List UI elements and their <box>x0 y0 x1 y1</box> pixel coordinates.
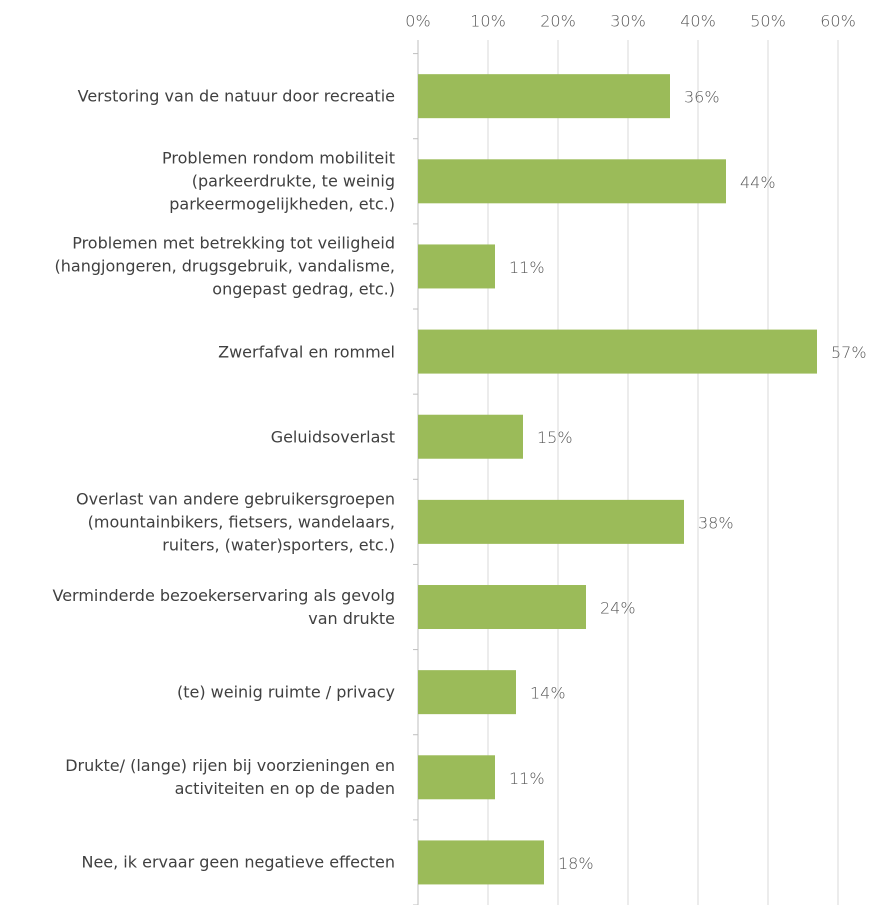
x-tick-label: 10% <box>470 12 506 31</box>
x-tick-label: 30% <box>610 12 646 31</box>
x-tick-label: 60% <box>820 12 856 31</box>
x-tick-label: 20% <box>540 12 576 31</box>
bar <box>418 670 516 715</box>
category-label: Geluidsoverlast <box>270 427 395 447</box>
x-tick-label: 40% <box>680 12 716 31</box>
bar <box>418 244 495 289</box>
value-label: 11% <box>509 769 545 788</box>
category-label: Verstoring van de natuur door recreatie <box>77 86 395 106</box>
bar <box>418 585 586 630</box>
category-label: Verminderde bezoekerservaring als gevolg… <box>52 586 395 628</box>
x-tick-label: 50% <box>750 12 786 31</box>
bar <box>418 74 670 119</box>
value-label: 44% <box>740 173 776 192</box>
value-label: 38% <box>698 513 734 532</box>
bar <box>418 414 523 459</box>
bar <box>418 499 684 544</box>
value-label: 36% <box>684 88 720 107</box>
category-label: Drukte/ (lange) rijen bij voorzieningen … <box>65 756 395 799</box>
value-label: 24% <box>600 599 636 618</box>
category-label: (te) weinig ruimte / privacy <box>176 682 395 702</box>
category-label: Nee, ik ervaar geen negatieve effecten <box>81 852 395 872</box>
category-label: Zwerfafval en rommel <box>218 342 395 362</box>
value-label: 11% <box>509 258 545 277</box>
category-label: Problemen met betrekking tot veiligheid … <box>54 233 395 299</box>
category-label: Overlast van andere gebruikersgroepen (m… <box>76 489 395 555</box>
bar <box>418 329 817 374</box>
bar <box>418 755 495 800</box>
bar <box>418 840 544 885</box>
value-label: 15% <box>537 428 573 447</box>
value-label: 14% <box>530 684 566 703</box>
value-label: 18% <box>558 854 594 873</box>
x-tick-label: 0% <box>405 12 430 31</box>
value-label: 57% <box>831 343 867 362</box>
category-label: Problemen rondom mobiliteit (parkeerdruk… <box>162 148 395 214</box>
bar <box>418 159 726 204</box>
